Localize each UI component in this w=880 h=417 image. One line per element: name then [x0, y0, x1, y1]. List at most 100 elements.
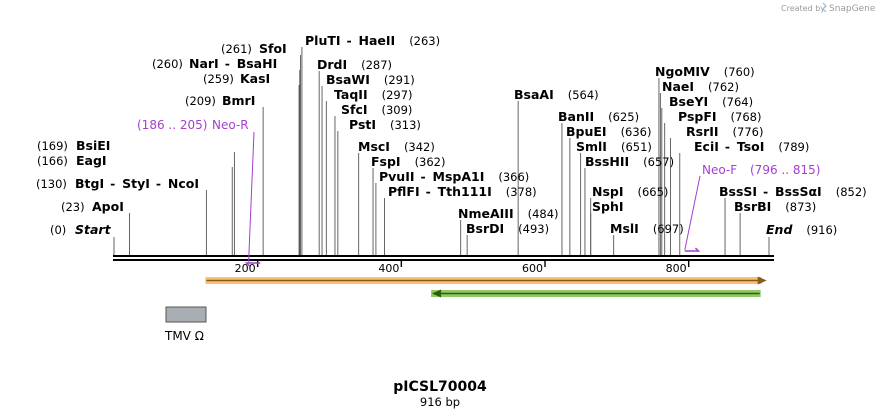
site-position: (484) [528, 207, 559, 221]
restriction-site[interactable]: BsaAI (564) [514, 87, 599, 102]
site-position: (378) [506, 185, 537, 199]
restriction-site[interactable]: (209) BmrI [185, 93, 255, 108]
site-position: (789) [778, 140, 809, 154]
site-position: (23) [61, 200, 85, 214]
site-position: (852) [836, 185, 867, 199]
site-enzyme-name: BsiEI [76, 138, 110, 153]
restriction-site[interactable]: PvuII - MspA1I (366) [379, 169, 529, 184]
restriction-site[interactable]: NspI (665) [592, 184, 668, 199]
restriction-site[interactable]: NgoMIV (760) [655, 64, 755, 79]
site-enzyme-name: MscI [358, 139, 390, 154]
restriction-site[interactable]: (261) SfoI [221, 41, 287, 56]
restriction-site[interactable]: TaqII (297) [334, 87, 413, 102]
restriction-site[interactable]: (23) ApoI [61, 199, 124, 214]
site-enzyme-name: BsrDI [466, 221, 504, 236]
restriction-site[interactable]: PflFI - Tth111I (378) [388, 184, 537, 199]
restriction-site[interactable]: (166) EagI [37, 153, 107, 168]
restriction-site[interactable]: (130) BtgI - StyI - NcoI [36, 176, 199, 191]
site-position: (651) [621, 140, 652, 154]
restriction-site[interactable]: FspI (362) [371, 154, 446, 169]
primers: (186 .. 205) Neo-R Neo-F (796 .. 815) [137, 118, 821, 267]
primer-leader [684, 175, 701, 251]
restriction-site[interactable]: MslI (697) [610, 221, 684, 236]
site-position: (261) [221, 42, 252, 56]
primer-range: (186 .. 205) [137, 118, 207, 132]
site-name-separator: - [225, 56, 230, 71]
site-name-separator: - [763, 184, 768, 199]
site-enzyme-name: MslI [610, 221, 639, 236]
primer-arrow [684, 247, 701, 252]
site-position: (657) [643, 155, 674, 169]
restriction-site[interactable]: PstI (313) [349, 117, 421, 132]
site-name-separator: - [725, 139, 730, 154]
site-position: (768) [731, 110, 762, 124]
restriction-site[interactable]: SmlI (651) [576, 139, 652, 154]
site-position: (776) [733, 125, 764, 139]
primer-neo-f[interactable]: Neo-F (796 .. 815) [684, 163, 821, 252]
site-enzyme-name: SfoI [259, 41, 287, 56]
restriction-site[interactable]: PluTI - HaeII (263) [305, 33, 440, 48]
restriction-site[interactable]: End (916) [766, 222, 837, 237]
ruler-tick-label: 800 [666, 262, 687, 275]
restriction-site[interactable]: (259) KasI [203, 71, 270, 86]
restriction-site[interactable]: BseYI (764) [669, 94, 753, 109]
site-position: (309) [382, 103, 413, 117]
restriction-site[interactable]: MscI (342) [358, 139, 435, 154]
restriction-site-labels: (0) Start (23) ApoI (130) BtgI - StyI - NcoI (166)… [36, 33, 867, 237]
site-enzyme-name: SfcI [341, 102, 368, 117]
restriction-site[interactable]: BsaWI (291) [326, 72, 415, 87]
site-position: (291) [384, 73, 415, 87]
site-enzyme-name: NarI [189, 56, 219, 71]
restriction-site[interactable]: (169) BsiEI [37, 138, 110, 153]
restriction-site[interactable]: BanII (625) [558, 109, 639, 124]
site-enzyme-name: BssSI [719, 184, 757, 199]
site-position: (0) [50, 223, 66, 237]
site-enzyme-name: BanII [558, 109, 594, 124]
restriction-site[interactable]: (0) Start [50, 222, 112, 237]
restriction-site[interactable]: EciI - TsoI (789) [694, 139, 809, 154]
restriction-site[interactable]: RsrII (776) [686, 124, 763, 139]
orange-feature[interactable] [205, 276, 767, 285]
site-name-separator: - [347, 33, 352, 48]
site-enzyme-name: SphI [592, 199, 624, 214]
site-enzyme-name: BmrI [222, 93, 255, 108]
restriction-site[interactable]: BsrDI (493) [466, 221, 549, 236]
credit-text: Created by [781, 4, 825, 13]
restriction-site[interactable]: SphI [592, 199, 624, 214]
site-enzyme-name: BseYI [669, 94, 708, 109]
credit-brand: SnapGene [829, 4, 876, 14]
restriction-site[interactable]: NmeAIII (484) [458, 206, 559, 221]
site-enzyme-name: Tth111I [438, 184, 492, 199]
restriction-site[interactable]: BpuEI (636) [566, 124, 652, 139]
ruler-tick-label: 600 [522, 262, 543, 275]
site-position: (259) [203, 72, 234, 86]
restriction-site[interactable]: BssHII (657) [585, 154, 674, 169]
restriction-site[interactable]: PspFI (768) [678, 109, 761, 124]
site-position: (636) [621, 125, 652, 139]
site-position: (313) [390, 118, 421, 132]
feature-tmv-omega[interactable]: TMV Ω [164, 306, 207, 343]
site-position: (297) [382, 88, 413, 102]
green-feature[interactable] [431, 289, 761, 298]
restriction-site[interactable]: SfcI (309) [341, 102, 412, 117]
primer-neo-r[interactable]: (186 .. 205) Neo-R [137, 118, 261, 267]
restriction-site[interactable]: NaeI (762) [662, 79, 739, 94]
site-position: (169) [37, 139, 68, 153]
site-enzyme-name: PflFI [388, 184, 420, 199]
site-enzyme-name: BpuEI [566, 124, 607, 139]
site-enzyme-name: PluTI [305, 33, 341, 48]
restriction-site[interactable]: BsrBI (873) [734, 199, 816, 214]
site-enzyme-name: StyI [122, 176, 150, 191]
site-position: (665) [638, 185, 669, 199]
restriction-site[interactable]: (260) NarI - BsaHI [152, 56, 277, 71]
site-enzyme-name: PstI [349, 117, 376, 132]
site-enzyme-name: BssSαI [775, 184, 822, 199]
restriction-site[interactable]: BssSI - BssSαI (852) [719, 184, 867, 199]
site-enzyme-name: EagI [76, 153, 107, 168]
restriction-site[interactable]: DrdI (287) [317, 57, 392, 72]
site-enzyme-name: BssHII [585, 154, 629, 169]
site-enzyme-name: PvuII [379, 169, 415, 184]
site-enzyme-name: MspA1I [433, 169, 485, 184]
primer-name: Neo-F [702, 163, 737, 177]
